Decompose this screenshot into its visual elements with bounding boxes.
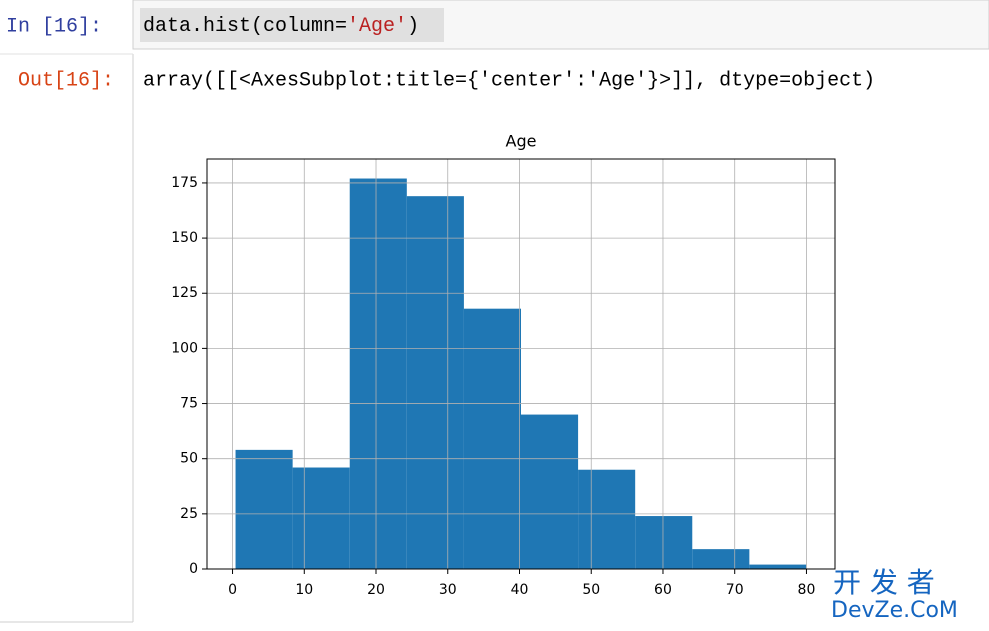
y-tick-label: 150	[171, 230, 198, 246]
bar	[578, 469, 636, 569]
y-tick-label: 75	[180, 396, 198, 412]
x-tick-label: 60	[654, 582, 672, 598]
bar	[292, 467, 350, 569]
bar	[406, 196, 464, 569]
watermark: 开 发 者	[833, 566, 935, 599]
bar	[463, 308, 521, 569]
bar	[349, 178, 407, 569]
y-tick-label: 50	[180, 451, 198, 467]
x-tick-label: 40	[511, 582, 529, 598]
x-tick-label: 30	[439, 582, 457, 598]
chart-title: Age	[506, 132, 537, 151]
x-tick-label: 20	[367, 582, 385, 598]
x-tick-label: 50	[582, 582, 600, 598]
x-tick-label: 70	[726, 582, 744, 598]
bar	[749, 564, 807, 569]
y-tick-label: 175	[171, 175, 198, 191]
chart: 0 10 20 30 40 50 60 70 80 0 25 50 75 100 125 150 175 Age	[171, 132, 836, 598]
y-tick-label: 125	[171, 285, 198, 301]
y-tick-label: 25	[180, 506, 198, 522]
code: data.hist(column='Age')	[143, 15, 419, 38]
x-tick-label: 0	[228, 582, 237, 598]
output-text: array([[<AxesSubplot:title={'center':'Ag…	[143, 69, 875, 92]
code-part: )	[407, 15, 419, 38]
y-tick-label: 0	[189, 561, 198, 577]
x-tick-label: 10	[295, 582, 313, 598]
x-tick-label: 80	[798, 582, 816, 598]
code-string: 'Age'	[347, 15, 407, 38]
y-tick-label: 100	[171, 340, 198, 356]
bar	[235, 449, 293, 569]
code-highlight	[140, 8, 444, 42]
bar	[692, 549, 750, 569]
bar	[521, 414, 579, 569]
axes-frame	[206, 158, 836, 570]
watermark: DevZe.CoM	[831, 598, 958, 623]
input-prompt: In [16]:	[6, 15, 102, 38]
output-prompt: Out[16]:	[18, 69, 114, 92]
bar	[635, 516, 693, 569]
code-part: data.hist(column=	[143, 15, 347, 38]
